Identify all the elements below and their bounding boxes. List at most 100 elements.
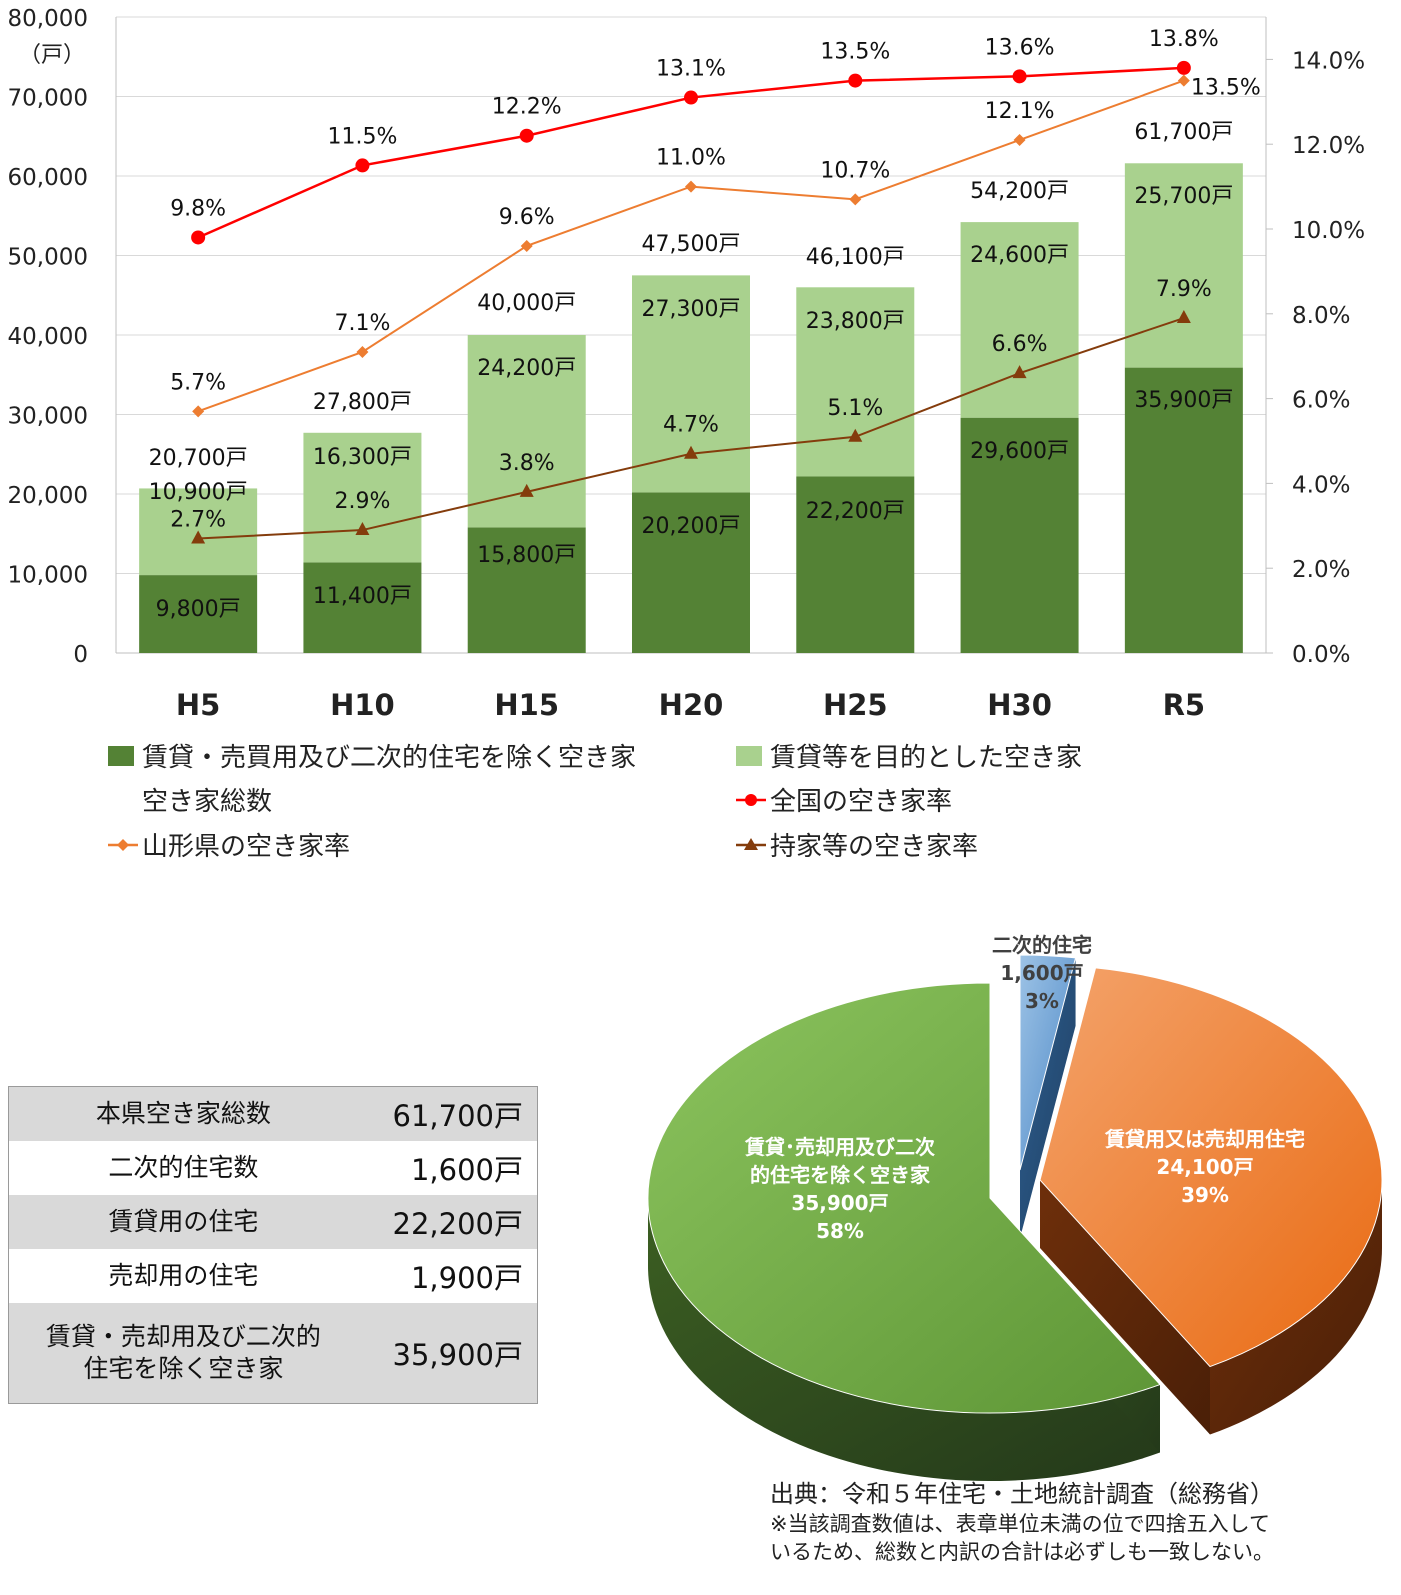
total-value-label: 20,700戸 — [149, 446, 248, 471]
pie-label-percent: 3% — [1025, 989, 1059, 1013]
summary-label-line: 本県空き家総数 — [95, 1099, 271, 1128]
summary-label: 賃貸・売却用及び二次的 住宅を除く空き家 — [9, 1321, 358, 1385]
pie-slice-face — [1020, 957, 1076, 1238]
summary-label: 賃貸用の住宅 — [9, 1206, 358, 1238]
line-point — [1012, 69, 1027, 84]
line-value-label: 13.1% — [656, 57, 726, 82]
x-tick-label: H20 — [659, 688, 724, 722]
line-value-label: 11.0% — [656, 146, 726, 171]
bar-value-label: 23,800戸 — [806, 309, 905, 334]
bar-segment-owner — [632, 492, 750, 653]
summary-label-line: 住宅を除く空き家 — [83, 1354, 284, 1383]
bar-value-label: 27,300戸 — [642, 297, 741, 322]
line-point — [1176, 60, 1191, 75]
summary-label: 売却用の住宅 — [9, 1260, 358, 1292]
note-line-2: いるため、総数と内訳の合計は必ずしも一致しない。 — [770, 1540, 1274, 1564]
line-point — [520, 239, 533, 252]
x-tick-label: H25 — [823, 688, 888, 722]
summary-value: 1,600戸 — [410, 1153, 523, 1187]
y-left-tick: 80,000 — [8, 6, 88, 32]
summary-row: 二次的住宅数 1,600戸 — [9, 1141, 537, 1195]
bar-value-label: 16,300戸 — [313, 445, 412, 470]
legend-marker — [744, 838, 758, 850]
pie-label-percent: 58% — [816, 1219, 864, 1243]
summary-label: 本県空き家総数 — [9, 1098, 358, 1130]
line-point — [519, 128, 534, 143]
line-point — [519, 483, 534, 497]
line-value-label: 7.1% — [334, 311, 390, 336]
line-point — [1176, 310, 1191, 324]
line-value-label: 10.7% — [820, 158, 890, 183]
summary-table: 本県空き家総数 61,700戸 二次的住宅数 1,600戸 賃貸用の住宅 22,200戸売… — [8, 1086, 538, 1404]
line-value-label: 13.6% — [985, 35, 1055, 60]
y-left-tick: 60,000 — [8, 165, 88, 191]
line-point — [191, 230, 206, 245]
y-right-tick: 10.0% — [1292, 218, 1365, 244]
bar-segment-owner — [303, 562, 422, 653]
summary-row: 売却用の住宅 1,900戸 — [9, 1249, 537, 1303]
summary-label-line: 売却用の住宅 — [108, 1261, 259, 1290]
summary-row: 賃貸用の住宅 22,200戸 — [9, 1195, 537, 1249]
bar-segment-rental — [796, 287, 915, 477]
summary-value: 1,900戸 — [410, 1261, 523, 1295]
pie-label-value: 35,900戸 — [791, 1191, 888, 1215]
line-value-label: 13.5% — [1191, 76, 1261, 101]
line-point — [192, 405, 205, 418]
line-point — [355, 522, 370, 536]
y-left-tick: 50,000 — [8, 245, 88, 271]
bar-segment-rental — [1124, 163, 1243, 368]
line-point — [1177, 74, 1190, 87]
line-point — [848, 73, 863, 88]
legend-label: 全国の空き家率 — [770, 787, 952, 817]
line-value-label: 5.1% — [827, 396, 883, 421]
pie-slice — [647, 982, 1161, 1414]
bar-value-label: 29,600戸 — [970, 439, 1069, 464]
line-value-label: 4.7% — [663, 413, 719, 438]
summary-row: 本県空き家総数 61,700戸 — [9, 1087, 537, 1141]
pie-label-name: 賃貸･売却用及び二次 — [744, 1135, 935, 1159]
pie-label-value: 24,100戸 — [1156, 1155, 1253, 1179]
line-point — [356, 345, 369, 358]
line-point — [684, 445, 698, 459]
summary-row: 賃貸・売却用及び二次的 住宅を除く空き家 35,900戸 — [9, 1303, 537, 1403]
y-right-tick: 4.0% — [1292, 472, 1350, 498]
bar-value-label: 11,400戸 — [313, 584, 412, 609]
summary-value: 35,900戸 — [392, 1338, 523, 1372]
total-value-label: 61,700戸 — [1134, 120, 1233, 145]
line-value-label: 11.5% — [327, 124, 397, 149]
summary-label-line: 賃貸・売却用及び二次的 — [45, 1322, 321, 1351]
y-right-tick: 2.0% — [1292, 557, 1350, 583]
summary-label-line: 二次的住宅数 — [108, 1153, 259, 1182]
bar-segment-rental — [960, 222, 1079, 418]
bar-segment-owner — [139, 575, 258, 653]
line-value-label: 13.8% — [1149, 27, 1219, 52]
pie-label-name: 的住宅を除く空き家 — [750, 1163, 931, 1187]
line-value-label: 7.9% — [1156, 277, 1212, 302]
line-point — [191, 530, 206, 544]
line-point — [1013, 133, 1026, 146]
total-value-label: 46,100戸 — [806, 245, 905, 270]
pie-label-name: 二次的住宅 — [992, 933, 1092, 957]
y-right-tick: 8.0% — [1292, 303, 1350, 329]
source-text: 出典：令和５年住宅・土地統計調査（総務省） — [770, 1480, 1274, 1508]
legend-item: 全国の空き家率 — [736, 787, 952, 817]
bar-value-label: 9,800戸 — [156, 597, 241, 622]
line-value-label: 2.9% — [334, 489, 390, 514]
line-value-label: 13.5% — [820, 40, 890, 65]
line-point — [849, 193, 862, 206]
bar-segment-owner — [1124, 367, 1243, 653]
bar-value-label: 25,700戸 — [1134, 184, 1233, 209]
legend-item: 山形県の空き家率 — [108, 832, 350, 862]
y-left-tick: 20,000 — [8, 483, 88, 509]
y-right-tick: 0.0% — [1292, 642, 1350, 668]
pie-label-value: 1,600戸 — [1000, 961, 1083, 985]
x-tick-label: H10 — [330, 688, 395, 722]
legend-marker — [745, 794, 757, 806]
legend-label: 賃貸・売買用及び二次的住宅を除く空き家 — [142, 743, 636, 773]
pie-slice — [1019, 954, 1077, 1171]
y-left-tick: 0 — [73, 642, 88, 668]
y-right-tick: 12.0% — [1292, 133, 1365, 159]
bar-value-label: 24,600戸 — [970, 243, 1069, 268]
line-value-label: 9.8% — [170, 196, 226, 221]
